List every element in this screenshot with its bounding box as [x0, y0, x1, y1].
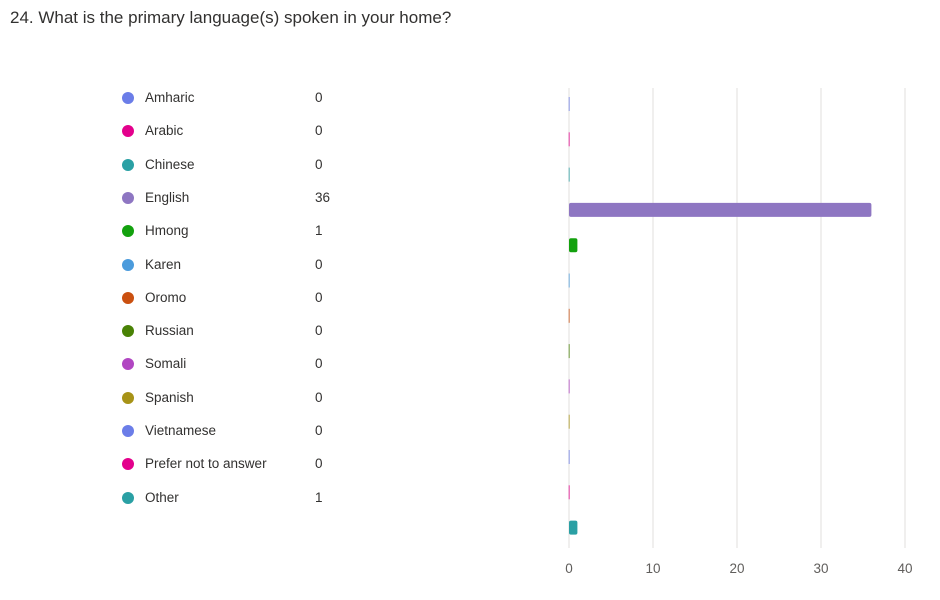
x-tick-label: 10: [645, 561, 660, 576]
bar-hmong[interactable]: [569, 238, 578, 253]
legend-value: 0: [315, 289, 323, 305]
legend-value: 0: [315, 456, 323, 472]
bar-chinese[interactable]: [568, 167, 571, 182]
legend-label: Arabic: [145, 123, 184, 139]
x-tick-label: 40: [897, 561, 912, 576]
bar-oromo[interactable]: [568, 308, 571, 323]
legend-item: Spanish 0: [120, 388, 360, 408]
legend-label: English: [145, 189, 190, 205]
legend-item: Hmong 1: [120, 221, 360, 241]
legend-label: Hmong: [145, 223, 189, 239]
legend-label: Chinese: [145, 156, 195, 172]
legend-value: 0: [315, 389, 323, 405]
legend-value: 0: [315, 90, 323, 105]
legend-item: Oromo 0: [120, 288, 360, 308]
legend-label: Somali: [145, 356, 187, 372]
legend-dot-icon: [122, 358, 134, 371]
legend-value: 0: [315, 256, 323, 272]
legend-dot-icon: [122, 325, 134, 338]
legend-value: 0: [315, 356, 323, 372]
bar-somali[interactable]: [568, 379, 571, 394]
legend-value: 0: [315, 123, 323, 139]
legend-item: Karen 0: [120, 255, 360, 275]
legend-dot-icon: [122, 225, 134, 238]
legend-dot-icon: [122, 125, 134, 138]
bar-vietnamese[interactable]: [568, 450, 571, 464]
legend-value: 1: [315, 223, 323, 239]
legend-dot-icon: [122, 425, 134, 437]
legend-item: Amharic 0: [120, 88, 360, 108]
legend-label: Other: [145, 489, 179, 505]
legend-value: 1: [315, 489, 323, 505]
legend-dot-icon: [122, 92, 134, 104]
legend-label: Russian: [145, 323, 194, 339]
legend-label: Vietnamese: [145, 423, 217, 438]
bar-spanish[interactable]: [568, 414, 571, 429]
legend-item: Arabic 0: [120, 121, 360, 141]
bar-other[interactable]: [569, 520, 578, 535]
bar-arabic[interactable]: [568, 132, 571, 147]
legend-label: Karen: [145, 256, 182, 272]
legend-item: Prefer not to answer 0: [120, 454, 360, 474]
bar-karen[interactable]: [568, 273, 571, 288]
legend-label: Prefer not to answer: [145, 456, 267, 472]
legend-label: Spanish: [145, 389, 194, 405]
legend-dot-icon: [122, 191, 134, 204]
legend-item: Chinese 0: [120, 155, 360, 175]
x-tick-label: 0: [565, 561, 573, 576]
legend-dot-icon: [122, 491, 134, 504]
legend-dot-icon: [122, 258, 134, 271]
legend-value: 36: [315, 189, 331, 205]
legend-item: English 36: [120, 188, 360, 208]
legend-label: Amharic: [145, 90, 195, 105]
bar-amharic[interactable]: [568, 97, 571, 111]
bar-russian[interactable]: [568, 344, 571, 359]
legend-label: Oromo: [145, 289, 187, 305]
legend-item: Somali 0: [120, 354, 360, 374]
legend-value: 0: [315, 323, 323, 339]
legend-dot-icon: [122, 458, 134, 471]
legend-value: 0: [315, 156, 323, 172]
bar-prefer-not-to-answer[interactable]: [568, 485, 571, 500]
legend-item: Russian 0: [120, 321, 360, 341]
legend-item: Vietnamese 0: [120, 421, 360, 441]
bar-english[interactable]: [569, 202, 872, 217]
x-tick-label: 20: [729, 561, 744, 576]
x-tick-label: 30: [813, 561, 828, 576]
legend-dot-icon: [122, 291, 134, 304]
legend-item: Other 1: [120, 488, 360, 508]
legend-dot-icon: [122, 391, 134, 404]
legend-value: 0: [315, 423, 323, 438]
legend-dot-icon: [122, 158, 134, 171]
question-title: 24. What is the primary language(s) spok…: [10, 8, 452, 27]
